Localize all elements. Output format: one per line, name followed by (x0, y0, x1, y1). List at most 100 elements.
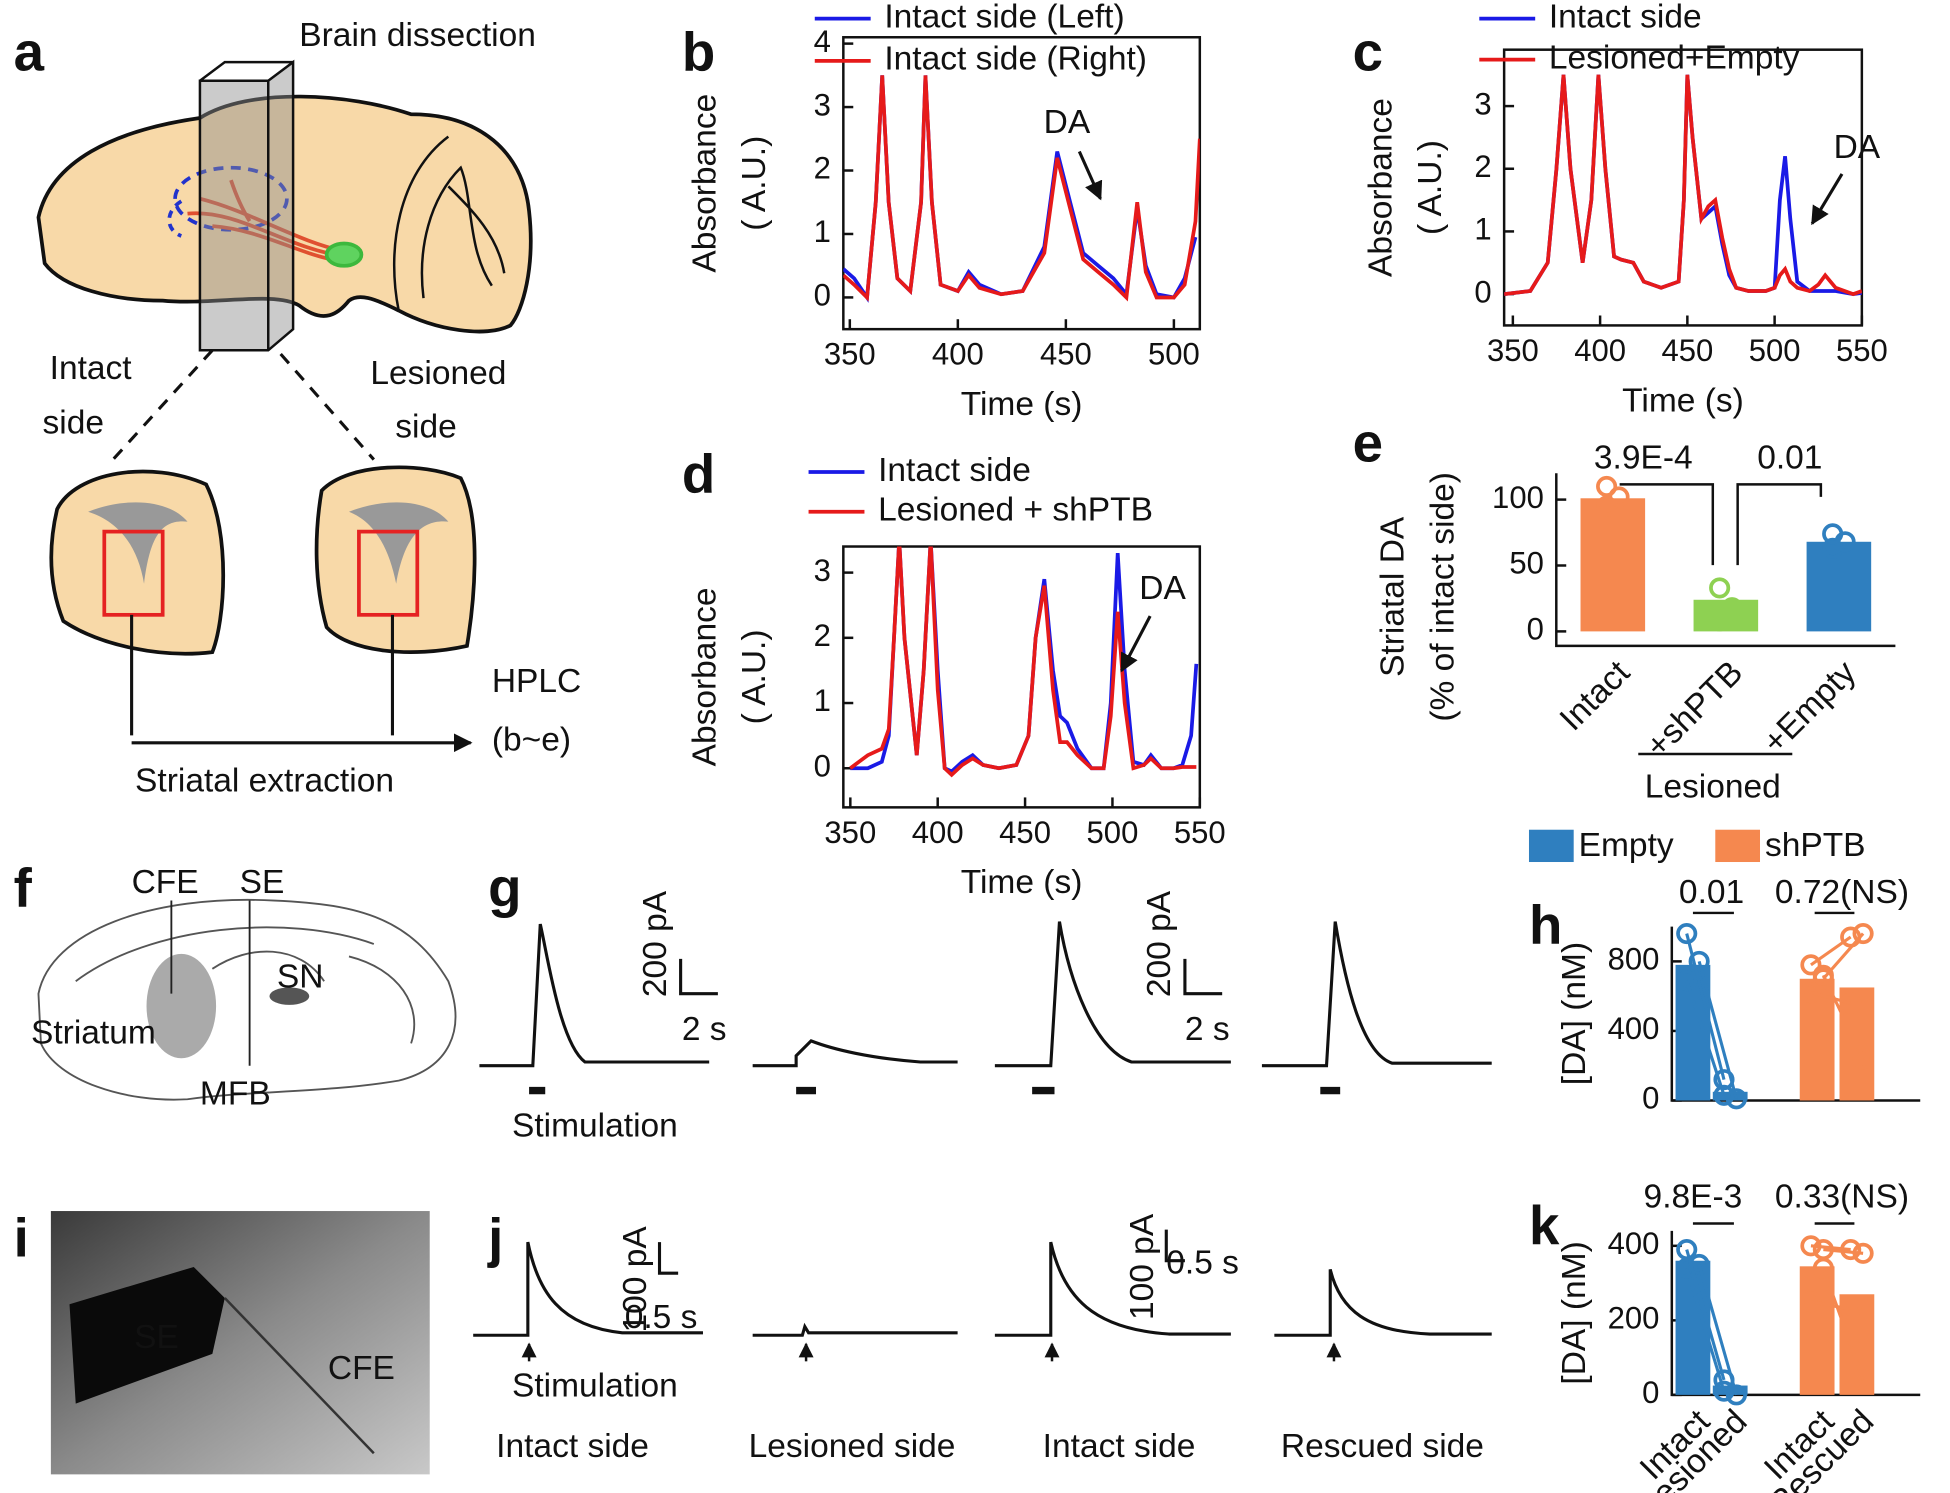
bar (1712, 1091, 1748, 1101)
legend-label: Lesioned+Empty (1549, 39, 1800, 76)
y-axis-label: ( A.U.) (736, 629, 773, 724)
sig-bracket (1619, 483, 1823, 566)
x-tick-label: 500 (1749, 333, 1801, 368)
legend-swatch (1528, 829, 1574, 863)
pair-line (1697, 1264, 1738, 1396)
y-tick-label: 2 (814, 151, 831, 186)
y-tick-label: 1 (814, 683, 831, 718)
side-label: side (395, 408, 456, 445)
data-point (1596, 475, 1618, 497)
data-point (1852, 1048, 1874, 1070)
p-value: 0.72(NS) (1775, 874, 1909, 911)
data-point (1812, 964, 1834, 986)
scale-label: 2 s (1185, 1011, 1230, 1048)
data-point (1713, 1380, 1735, 1402)
stim-arrows (521, 1342, 1342, 1362)
plot-frame (842, 36, 1202, 331)
panel-label: i (14, 1208, 29, 1269)
y-axis-label: Absorbance (687, 94, 724, 273)
y-tick-label: 0 (1642, 1375, 1659, 1410)
bar (1580, 498, 1646, 632)
pair-line (1823, 1248, 1864, 1255)
data-point (1721, 597, 1743, 619)
x-tick-label: 350 (1487, 333, 1539, 368)
panel-label: g (488, 857, 521, 918)
y-tick-label: 0 (1642, 1081, 1659, 1116)
y-tick-label: 100 (1492, 480, 1544, 515)
data-point (1725, 1088, 1747, 1110)
data-point (1840, 1298, 1862, 1320)
anatomy-label: CFE (132, 864, 199, 901)
plot-frame (842, 545, 1202, 809)
data-point (1852, 1369, 1874, 1391)
y-axis-label: Striatal DA (1375, 516, 1412, 677)
y-axis-label: Absorbance (1362, 98, 1399, 277)
y-tick-label: 400 (1608, 1226, 1660, 1261)
x-tick-label: 550 (1174, 815, 1226, 850)
series-line (849, 546, 1197, 778)
image-label: CFE (328, 1350, 395, 1387)
pair-line (1810, 991, 1852, 1005)
current-traces (473, 921, 1492, 1337)
panel-label: e (1353, 413, 1383, 474)
data-point (1688, 950, 1710, 972)
side-label: Intact (50, 350, 133, 387)
y-tick-label: 1 (814, 214, 831, 249)
axes (1555, 473, 1896, 648)
legend-label: shPTB (1765, 827, 1866, 864)
p-value: 0.01 (1757, 439, 1822, 476)
condition-label: Rescued side (1281, 1428, 1484, 1465)
annotation-arrow (1810, 173, 1844, 226)
x-tick-label: 350 (824, 815, 876, 850)
y-tick-label: 0 (814, 748, 831, 783)
data-point (1812, 1257, 1834, 1279)
data-point (1840, 992, 1862, 1014)
data-point (1725, 1384, 1747, 1406)
anatomy-label: MFB (200, 1075, 271, 1112)
pair-line (1821, 974, 1865, 1060)
data-point (1709, 577, 1731, 599)
p-value: 0.33(NS) (1775, 1178, 1909, 1215)
p-value: 9.8E-3 (1644, 1178, 1743, 1215)
data-point (1713, 1084, 1735, 1106)
panel-label: k (1529, 1195, 1560, 1256)
data-point (1709, 610, 1731, 632)
annotation-arrow (1077, 150, 1103, 201)
panel-label: d (682, 444, 715, 505)
x-tick-label: +Empty (1756, 654, 1863, 761)
stimulation-label: Stimulation (512, 1367, 678, 1404)
panel-label: b (682, 21, 715, 82)
annotation-arrow (1120, 615, 1152, 673)
x-tick-label: +shPTB (1639, 654, 1750, 765)
scale-label: 100 pA (617, 1226, 654, 1333)
data-point (1676, 1257, 1698, 1279)
stimulation-label: Stimulation (512, 1108, 678, 1145)
x-tick-label: Intact (1553, 654, 1638, 739)
scale-label: 2 s (682, 1011, 727, 1048)
x-tick-label: 350 (824, 337, 876, 372)
legend-label: Intact side (Left) (884, 0, 1124, 35)
condition-label: Intact side (1043, 1428, 1196, 1465)
pair-line (1685, 1249, 1726, 1381)
pair-line (1685, 933, 1726, 1081)
micrograph (50, 1211, 430, 1475)
plot-frame (1502, 48, 1864, 327)
x-tick-label: 400 (912, 815, 964, 850)
condition-label: Lesioned side (749, 1428, 956, 1465)
x-axis-label: Time (s) (961, 386, 1083, 423)
x-tick-label: 450 (1040, 337, 1092, 372)
pair-line (1810, 1300, 1851, 1311)
method-label: (b~e) (492, 721, 571, 758)
y-axis-label: (% of intact side) (1424, 472, 1461, 722)
sagittal-diagram (37, 898, 457, 1101)
anatomy-label: SN (277, 959, 324, 996)
data-point (1800, 954, 1822, 976)
x-tick-label: 450 (999, 815, 1051, 850)
condition-label: Intact side (496, 1428, 649, 1465)
data-point (1822, 523, 1844, 545)
x-tick-label: 400 (1574, 333, 1626, 368)
y-tick-label: 3 (1474, 86, 1491, 121)
x-tick-label: 550 (1836, 333, 1888, 368)
anatomy-label: Striatum (31, 1015, 156, 1052)
extraction-label: Striatal extraction (135, 762, 394, 799)
